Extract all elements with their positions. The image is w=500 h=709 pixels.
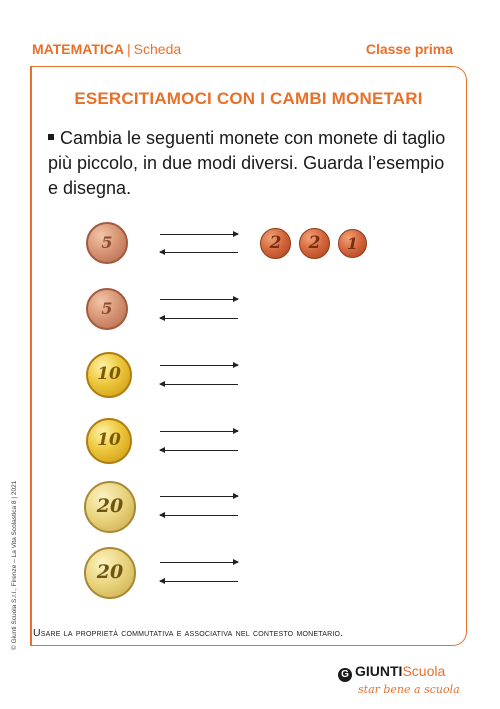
coin-2-cent: 2 — [299, 228, 330, 259]
sheet-type-label: Scheda — [133, 41, 182, 57]
arrow-right — [160, 362, 239, 368]
side-credit: © Giunti Scuola S.r.l., Firenze – La Vit… — [11, 480, 18, 650]
brand-suffix: Scuola — [402, 663, 446, 679]
coin-value: 20 — [96, 495, 124, 517]
worksheet-title: ESERCITIAMOCI CON I CAMBI MONETARI — [74, 89, 423, 108]
coin-2-cent: 2 — [260, 228, 291, 259]
arrow-left — [159, 381, 238, 387]
coin-value: 5 — [101, 233, 113, 252]
coin-value: 1 — [346, 234, 359, 253]
arrow-left — [159, 249, 238, 255]
subject-label: MATEMATICA — [32, 41, 125, 57]
content-frame-left-edge — [30, 66, 32, 646]
coin-value: 10 — [97, 364, 121, 384]
header-left: MATEMATICA | Scheda — [32, 41, 181, 57]
arrow-left — [159, 315, 238, 321]
instruction: Cambia le seguenti monete con monete di … — [48, 126, 458, 201]
grade-label: Classe prima — [365, 41, 453, 57]
coin-10-cent: 10 — [86, 418, 132, 464]
content-frame — [30, 66, 467, 646]
arrow-left — [159, 512, 238, 518]
g-logo-icon: G — [338, 668, 352, 682]
coin-1-cent: 1 — [338, 229, 367, 258]
header-separator: | — [127, 41, 131, 57]
brand-name: GIUNTI — [355, 663, 403, 679]
coin-value: 10 — [97, 430, 121, 450]
bullet-icon — [48, 134, 54, 140]
brand-tagline: star bene a scuola — [358, 683, 460, 696]
arrow-right — [160, 296, 239, 302]
coin-5-cent: 5 — [86, 222, 128, 264]
arrow-left — [159, 578, 238, 584]
instruction-text: Cambia le seguenti monete con monete di … — [48, 128, 446, 198]
coin-20-cent: 20 — [84, 481, 136, 533]
learning-objective: Usare la proprietà commutativa e associa… — [33, 627, 344, 639]
arrow-right — [160, 428, 239, 434]
arrow-right — [160, 231, 239, 237]
coin-10-cent: 10 — [86, 352, 132, 398]
publisher-logo: G GIUNTIScuola — [338, 663, 445, 682]
arrow-left — [159, 447, 238, 453]
coin-value: 2 — [308, 233, 321, 253]
arrow-right — [160, 493, 239, 499]
coin-5-cent: 5 — [86, 288, 128, 330]
coin-value: 20 — [96, 561, 124, 583]
coin-value: 2 — [269, 233, 282, 253]
arrow-right — [160, 559, 239, 565]
coin-20-cent: 20 — [84, 547, 136, 599]
coin-value: 5 — [101, 299, 113, 318]
